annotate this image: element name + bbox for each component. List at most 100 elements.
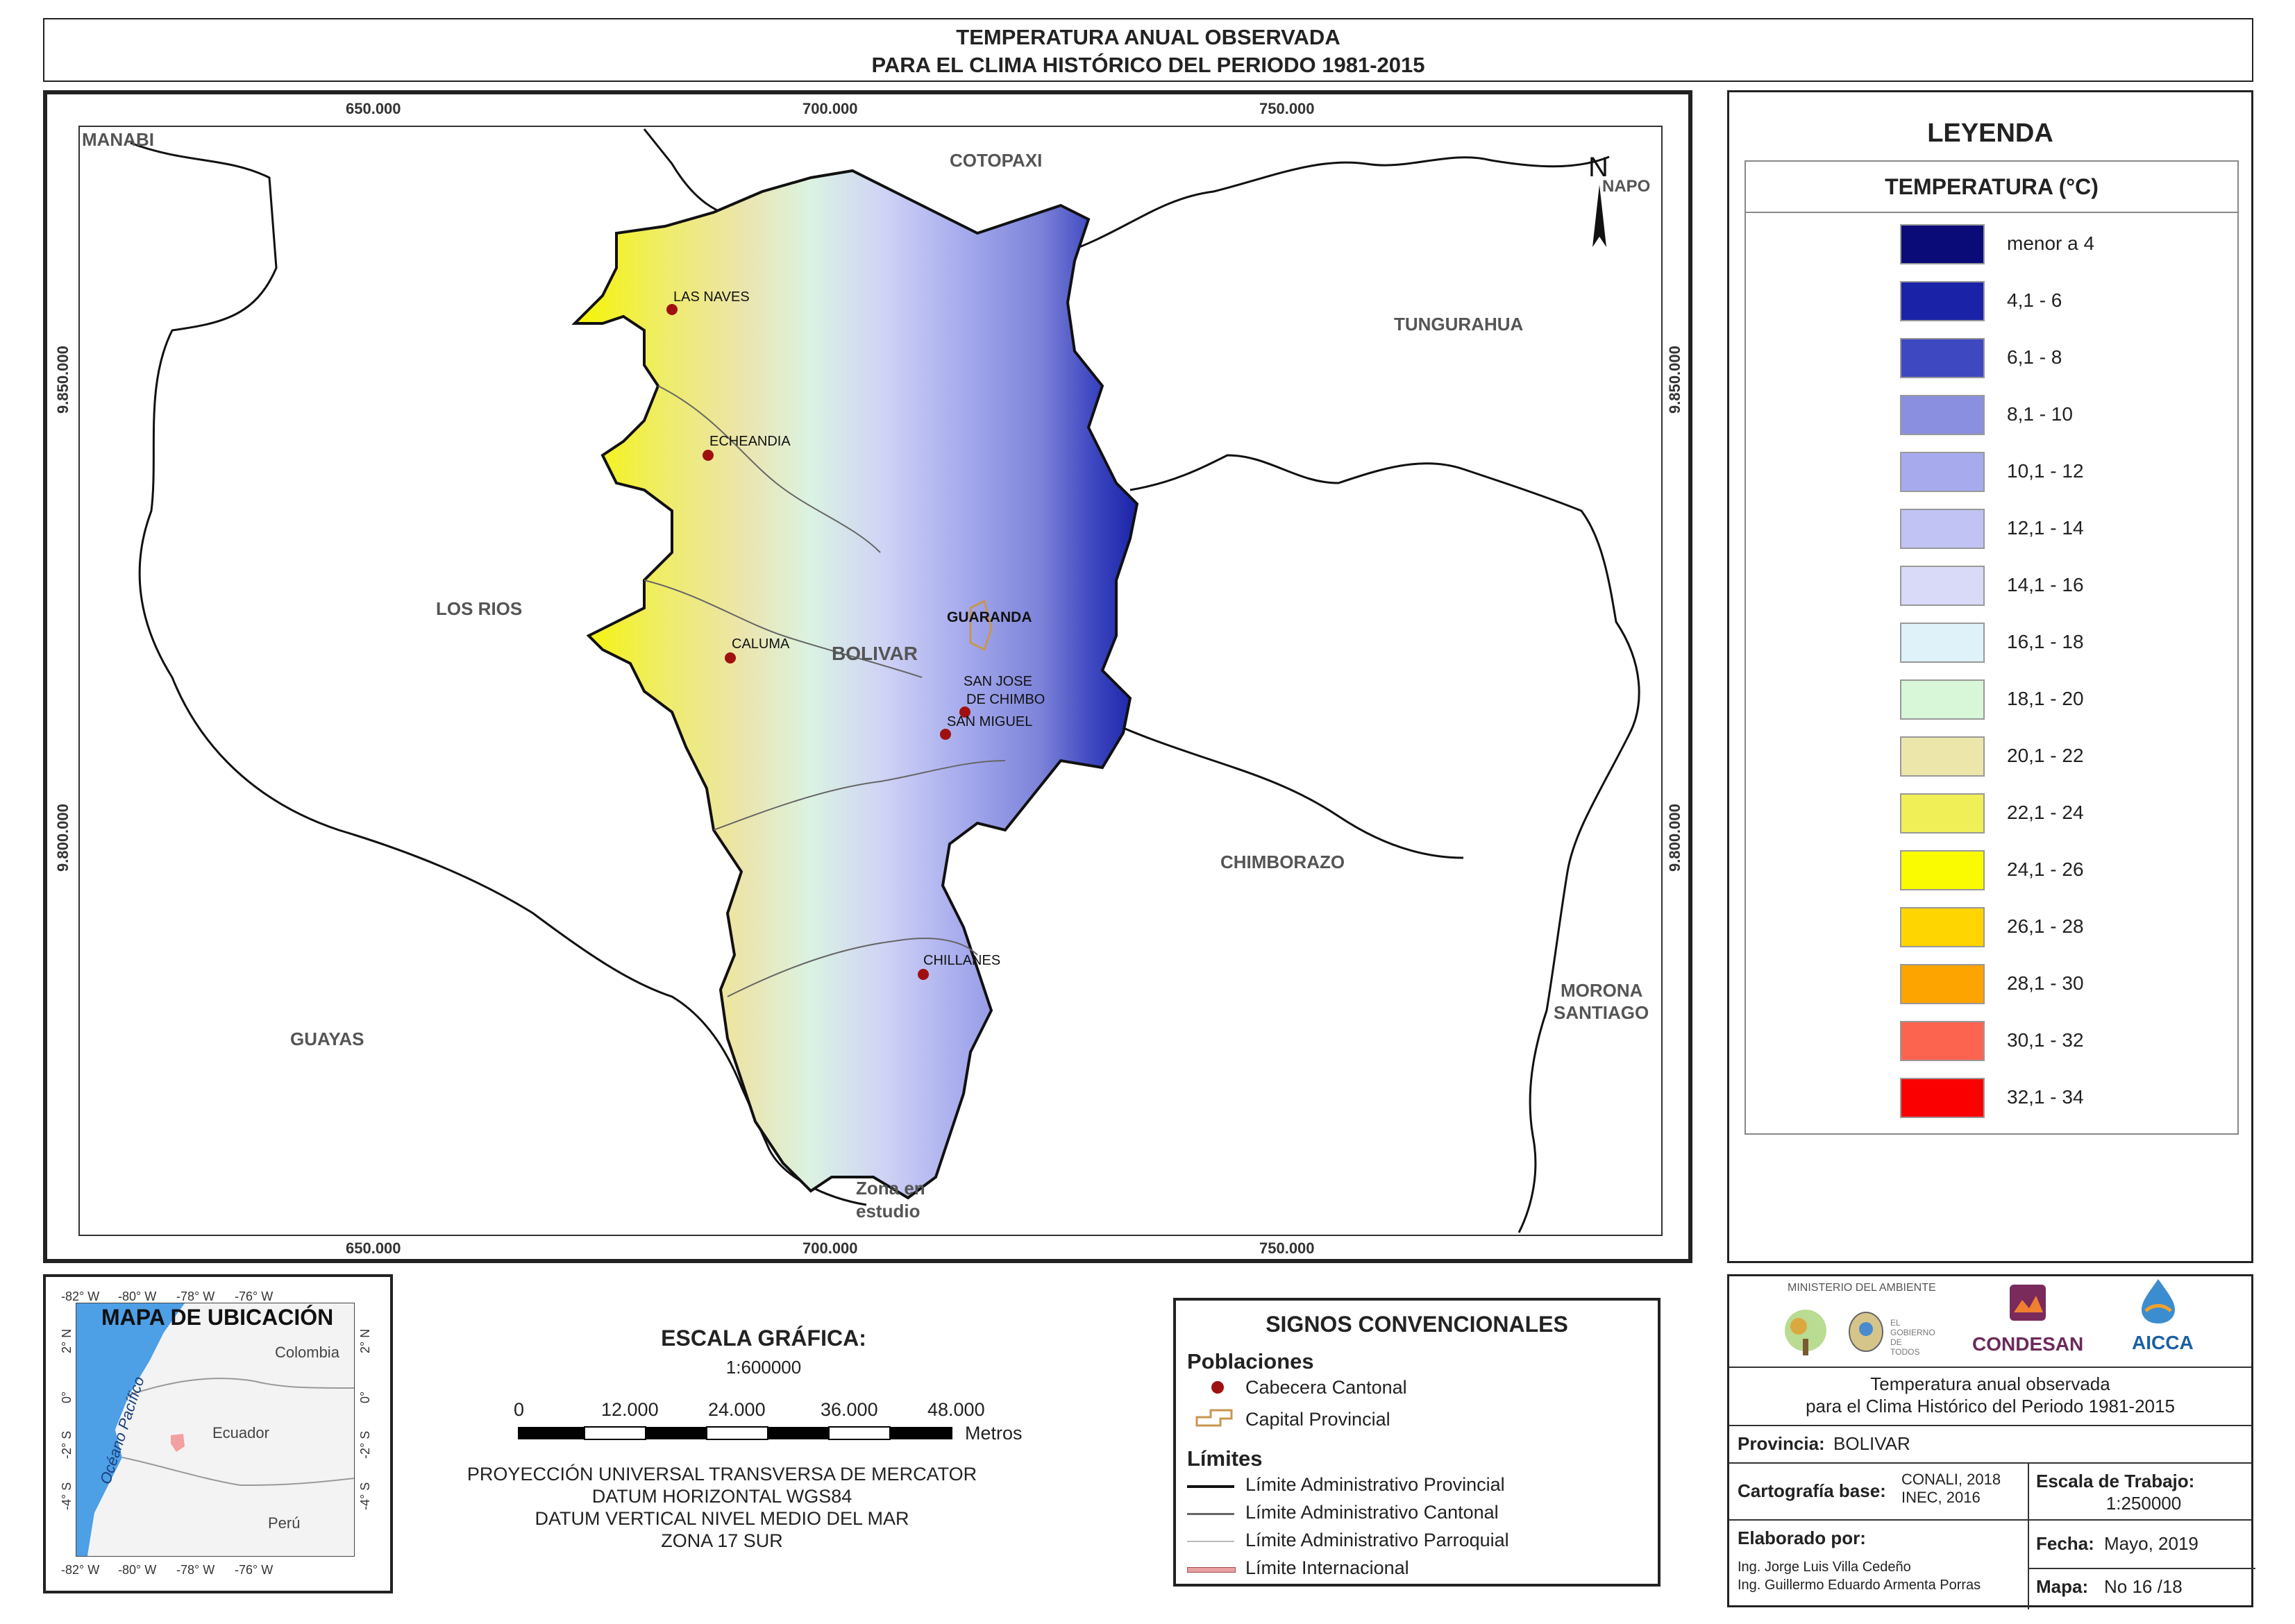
signs-limit-cantonal: Límite Administrativo Cantonal [1245, 1502, 1499, 1523]
projection-line: PROYECCIÓN UNIVERSAL TRANSVERSA DE MERCA… [466, 1464, 977, 1485]
elaborado-label: Elaborado por: [1738, 1528, 1866, 1548]
legend-label: menor a 4 [2007, 232, 2095, 254]
legend-subtitle: TEMPERATURA (°C) [1746, 162, 2237, 213]
coord-y-right-9800: 9.800.000 [1666, 804, 1683, 872]
region-label-tungurahua: TUNGURAHUA [1394, 314, 1524, 335]
info-divider [1729, 1425, 2251, 1426]
legend-label: 32,1 - 34 [2007, 1086, 2084, 1108]
legend-item: 16,1 - 18 [1746, 623, 2237, 664]
cantonal-limit-line-icon [1187, 1513, 1234, 1515]
legend-swatch [1900, 509, 1985, 549]
region-label-chimborazo: CHIMBORAZO [1220, 852, 1345, 872]
town-label: SAN JOSE [964, 674, 1032, 689]
legend-label: 26,1 - 28 [2007, 915, 2084, 937]
mapa-value: No 16 /18 [2104, 1576, 2183, 1597]
legend-item: 22,1 - 24 [1746, 793, 2237, 835]
scale-segment [646, 1427, 707, 1439]
scale-tick-24000: 24.000 [708, 1399, 766, 1420]
legend-label: 12,1 - 14 [2007, 517, 2084, 539]
loc-lat-tick: 2° N [358, 1329, 372, 1353]
coord-x-bottom-700: 700.000 [802, 1240, 858, 1257]
location-map-frame: -82° W -80° W -78° W -76° W -82° W -80° … [43, 1274, 393, 1593]
capital-provincial-outline [969, 599, 993, 652]
capital-provincial-icon [1195, 1409, 1233, 1427]
legend-label: 30,1 - 32 [2007, 1029, 2084, 1051]
coord-x-top-650: 650.000 [346, 100, 401, 117]
scale-segment [768, 1427, 829, 1439]
town-label: SAN MIGUEL [947, 714, 1032, 729]
north-arrow-icon: N [1588, 152, 1608, 247]
region-label-manabi: MANABI [82, 129, 154, 150]
projection-line: DATUM HORIZONTAL WGS84 [591, 1486, 852, 1507]
legend-item: 18,1 - 20 [1746, 679, 2237, 721]
scale-title: ESCALA GRÁFICA: [661, 1326, 866, 1351]
map-title-box: TEMPERATURA ANUAL OBSERVADA PARA EL CLIM… [43, 18, 2253, 82]
coord-x-bottom-750: 750.000 [1259, 1240, 1315, 1257]
region-label-bolivar: BOLIVAR [832, 643, 918, 664]
coord-y-left-9850: 9.850.000 [54, 346, 72, 414]
projection-line: ZONA 17 SUR [661, 1530, 783, 1551]
aicca-logo-icon [2142, 1279, 2175, 1323]
location-map: -82° W -80° W -78° W -76° W -82° W -80° … [60, 1289, 372, 1577]
legend-label: 16,1 - 18 [2007, 631, 2084, 652]
legend-label: 18,1 - 20 [2007, 688, 2084, 709]
legend-item: 28,1 - 30 [1746, 964, 2237, 1006]
scale-segment [584, 1426, 646, 1440]
coord-y-right-9850: 9.850.000 [1666, 346, 1683, 414]
legend-item: 10,1 - 12 [1746, 452, 2237, 493]
autor-1: Ing. Jorge Luis Villa Cedeño [1738, 1559, 1911, 1575]
town-label: ECHEANDIA [709, 434, 791, 449]
signs-capital-label: Capital Provincial [1245, 1409, 1390, 1430]
autor-2: Ing. Guillermo Eduardo Armenta Porras [1738, 1578, 1981, 1593]
international-limit-line-icon [1187, 1567, 1236, 1573]
town-label: CALUMA [732, 636, 790, 652]
legend-swatch [1900, 623, 1985, 663]
border-ecuador-peru [121, 1457, 355, 1487]
border-colombia-ecuador [128, 1378, 355, 1396]
legend-swatch [1900, 793, 1985, 834]
country-label-colombia: Colombia [275, 1344, 340, 1361]
legend-label: 20,1 - 22 [2007, 745, 2084, 766]
info-divider [1729, 1519, 2251, 1521]
loc-lon-tick: -82° W [61, 1289, 99, 1303]
town-label: LAS NAVES [673, 289, 750, 305]
coord-y-left-9800: 9.800.000 [54, 804, 72, 872]
pacific-ocean-area [76, 1303, 185, 1556]
scale-tick-48000: 48.000 [927, 1399, 985, 1420]
legend-inner-box: TEMPERATURA (°C) menor a 4 4,1 - 6 6,1 - 8… [1745, 160, 2239, 1135]
legend-item: 32,1 - 34 [1746, 1078, 2237, 1119]
signs-populations-heading: Poblaciones [1187, 1349, 1314, 1373]
map-title-line2: PARA EL CLIMA HISTÓRICO DEL PERIODO 1981… [871, 53, 1425, 77]
region-label-guayas: GUAYAS [290, 1029, 364, 1049]
signs-limits-heading: Límites [1187, 1446, 1263, 1471]
region-label-napo: NAPO [1602, 177, 1650, 196]
legend-item: 30,1 - 32 [1746, 1021, 2237, 1063]
map-title-line1: TEMPERATURA ANUAL OBSERVADA [956, 25, 1340, 49]
signs-cabecera-label: Cabecera Cantonal [1245, 1377, 1407, 1398]
legend-swatch [1900, 224, 1985, 264]
zone-label-line2: estudio [856, 1201, 920, 1221]
legend-item: 14,1 - 16 [1746, 566, 2237, 607]
loc-lon-tick: -80° W [118, 1289, 156, 1303]
legend-swatch [1900, 338, 1985, 378]
signs-limit-parroquial: Límite Administrativo Parroquial [1245, 1530, 1509, 1550]
signs-limit-internacional: Límite Internacional [1245, 1557, 1409, 1578]
land-area [87, 1303, 354, 1556]
projection-info: PROYECCIÓN UNIVERSAL TRANSVERSA DE MERCA… [444, 1463, 1000, 1552]
location-map-title: MAPA DE UBICACIÓN [101, 1305, 334, 1330]
scale-segment [890, 1427, 952, 1439]
legend-item: 12,1 - 14 [1746, 509, 2237, 550]
region-label-los-rios: LOS RIOS [436, 598, 522, 619]
info-title-block: MINISTERIO DEL AMBIENTE EL GOBIERNO DE T… [1727, 1274, 2255, 1609]
legend-label: 10,1 - 12 [2007, 460, 2084, 482]
legend-item: 26,1 - 28 [1746, 907, 2237, 949]
legend-label: 24,1 - 26 [2007, 858, 2084, 880]
loc-lat-tick: -4° S [60, 1482, 74, 1510]
fecha-value: Mayo, 2019 [2104, 1533, 2199, 1554]
region-label-cotopaxi: COTOPAXI [950, 150, 1042, 171]
legend-label: 8,1 - 10 [2007, 403, 2073, 425]
info-description-line1: Temperatura anual observada [1870, 1373, 2110, 1394]
mapa-label: Mapa: [2036, 1576, 2089, 1597]
town-caluma: CALUMA [725, 636, 790, 663]
loc-lat-tick: 0° [358, 1392, 372, 1403]
